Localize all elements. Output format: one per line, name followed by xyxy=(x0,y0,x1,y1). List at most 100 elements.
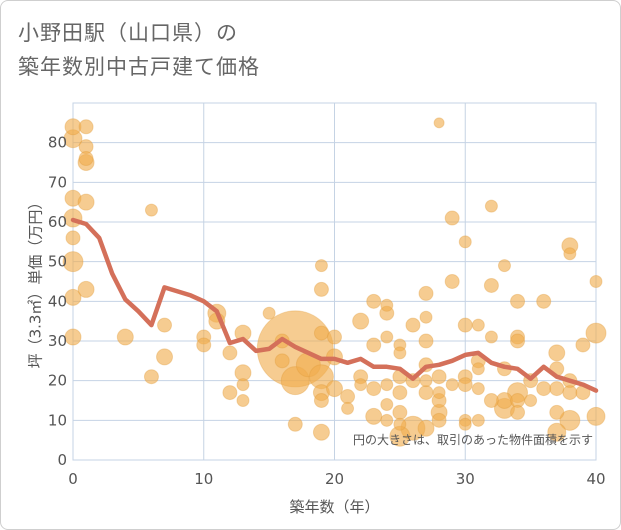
data-bubble xyxy=(457,377,473,393)
data-bubble xyxy=(366,381,382,397)
data-bubble xyxy=(433,117,445,129)
data-bubble xyxy=(380,330,394,344)
chart-title: 小野田駅（山口県）の 築年数別中古戸建て価格 xyxy=(18,16,260,84)
data-bubble xyxy=(536,381,552,397)
data-bubble xyxy=(418,285,434,301)
data-bubble xyxy=(559,409,581,431)
data-bubble xyxy=(341,401,355,415)
data-bubble xyxy=(392,404,408,420)
y-tick-label: 20 xyxy=(48,372,67,390)
data-bubble xyxy=(483,277,499,293)
data-bubble xyxy=(392,385,408,401)
data-bubble xyxy=(484,330,498,344)
data-bubble xyxy=(380,298,394,312)
data-bubble xyxy=(222,385,238,401)
data-bubble xyxy=(431,369,447,385)
data-bubble xyxy=(287,416,303,432)
data-bubble xyxy=(510,333,526,349)
data-bubble xyxy=(510,404,526,420)
data-bubble xyxy=(326,380,343,398)
data-bubble xyxy=(445,378,459,392)
data-bubble xyxy=(458,235,472,249)
x-tick-labels: 0 10 20 30 40 xyxy=(68,470,605,488)
data-bubble xyxy=(471,318,485,332)
data-bubble xyxy=(143,369,159,385)
data-bubble xyxy=(222,345,238,361)
data-bubble xyxy=(116,328,134,346)
data-bubble xyxy=(458,417,472,431)
data-bubble xyxy=(497,259,511,273)
data-bubble xyxy=(418,385,434,401)
x-tick-label: 20 xyxy=(325,470,344,488)
data-bubble xyxy=(419,310,433,324)
data-bubble xyxy=(312,423,330,441)
chart-title-line1: 小野田駅（山口県）の xyxy=(18,21,238,45)
data-bubble xyxy=(457,317,473,333)
y-axis-label: 坪（3.3㎡）単価（万円） xyxy=(27,195,45,369)
x-tick-label: 30 xyxy=(456,470,475,488)
data-bubble xyxy=(78,119,94,135)
data-bubble xyxy=(510,293,526,309)
x-tick-label: 0 xyxy=(68,470,78,488)
data-bubble xyxy=(589,275,603,288)
data-bubble xyxy=(536,293,552,309)
y-tick-labels: 0 10 20 30 40 50 60 70 80 xyxy=(48,134,67,469)
data-bubble xyxy=(196,337,212,353)
y-tick-label: 40 xyxy=(48,292,67,310)
data-bubble xyxy=(549,404,565,420)
data-bubble xyxy=(262,306,276,320)
data-bubble xyxy=(432,386,446,400)
data-bubble xyxy=(575,337,591,353)
x-tick-label: 40 xyxy=(586,470,605,488)
y-tick-label: 30 xyxy=(48,332,67,350)
data-bubble xyxy=(549,381,565,397)
data-bubble xyxy=(156,348,174,366)
data-bubble xyxy=(77,280,95,298)
data-bubble xyxy=(62,251,84,273)
data-bubble xyxy=(547,422,567,442)
data-bubble xyxy=(431,412,447,428)
size-note: 円の大きさは、取引のあった物件面積を示す xyxy=(353,432,593,447)
x-axis-label: 築年数（年） xyxy=(289,498,379,516)
y-tick-label: 80 xyxy=(48,134,67,152)
chart-title-line2: 築年数別中古戸建て価格 xyxy=(18,55,260,79)
data-bubble xyxy=(340,389,356,405)
data-bubble xyxy=(417,419,435,437)
data-bubble xyxy=(393,346,407,360)
y-tick-label: 0 xyxy=(57,451,67,469)
data-bubble xyxy=(313,325,329,341)
data-bubble xyxy=(419,374,433,388)
data-bubble xyxy=(327,329,342,345)
data-bubble xyxy=(64,328,82,346)
data-bubble xyxy=(471,413,485,427)
data-bubble xyxy=(77,193,95,211)
data-bubble xyxy=(313,393,329,408)
data-bubble xyxy=(352,312,370,330)
data-bubble xyxy=(380,378,394,392)
data-bubble xyxy=(484,199,498,213)
data-bubble xyxy=(585,322,607,344)
data-bubble xyxy=(563,247,577,261)
data-bubble xyxy=(236,378,250,392)
data-bubble xyxy=(548,344,566,362)
data-bubble xyxy=(418,333,434,349)
data-bubble xyxy=(313,281,329,297)
data-bubble xyxy=(524,394,538,407)
data-bubble xyxy=(444,274,460,289)
y-tick-label: 70 xyxy=(48,173,67,191)
data-bubble xyxy=(236,394,250,407)
y-tick-label: 10 xyxy=(48,411,67,429)
data-bubble xyxy=(483,393,499,408)
data-bubble xyxy=(393,417,407,431)
data-bubble xyxy=(562,385,578,401)
data-bubble xyxy=(586,406,606,426)
data-bubble xyxy=(444,210,460,226)
data-bubble xyxy=(314,259,328,273)
data-bubble xyxy=(144,203,158,217)
y-tick-label: 60 xyxy=(48,213,67,231)
x-tick-label: 10 xyxy=(194,470,213,488)
data-bubble xyxy=(65,230,81,246)
data-bubble xyxy=(471,362,485,376)
data-bubble xyxy=(366,337,382,353)
